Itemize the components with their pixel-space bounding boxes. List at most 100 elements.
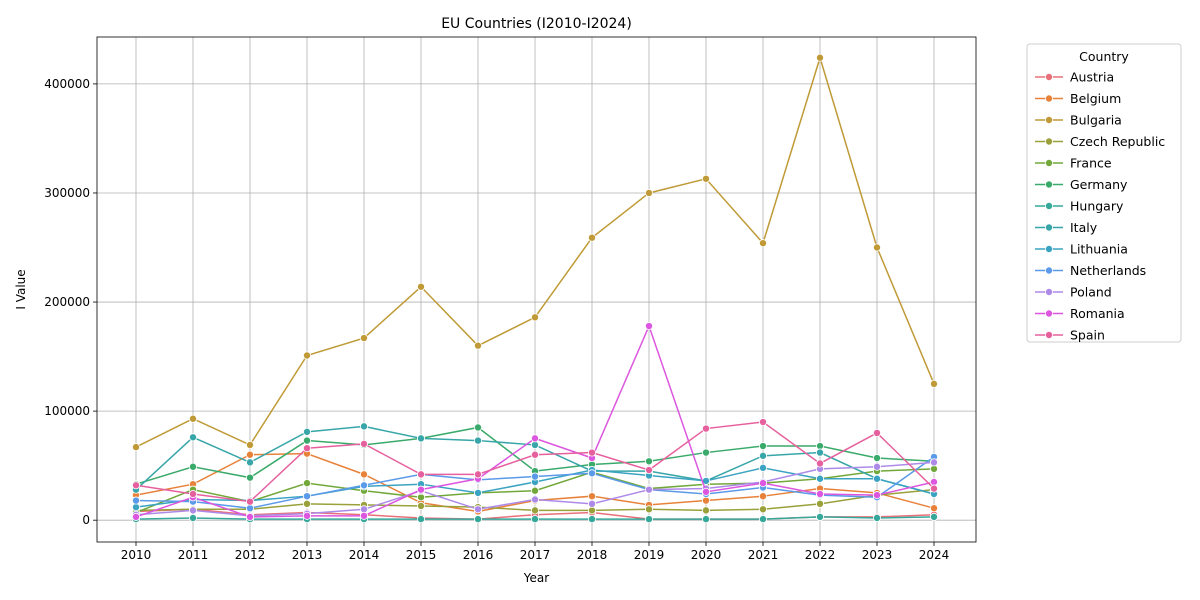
legend-label: Spain [1070,328,1105,343]
data-point [245,473,254,482]
legend-label: Italy [1070,220,1098,235]
data-point [588,515,597,524]
data-point [702,174,711,183]
series-spain [131,418,939,506]
data-point [245,504,254,513]
data-point [759,239,768,248]
data-point [531,450,540,459]
data-point [359,481,368,490]
data-point [645,485,654,494]
data-point [588,469,597,478]
data-point [645,466,654,475]
data-point [473,341,482,350]
data-point [531,506,540,515]
data-point [245,450,254,459]
data-point [473,470,482,479]
legend-marker [1045,116,1054,125]
data-point [359,511,368,520]
data-point [302,427,311,436]
data-point [531,434,540,443]
legend-item: Spain [1035,328,1105,343]
data-point [188,514,197,523]
legend-label: France [1070,156,1112,171]
legend-item: Germany [1035,177,1128,192]
data-point [759,442,768,451]
x-tick-label: 2010 [121,548,152,562]
data-point [188,490,197,499]
data-point [702,496,711,505]
data-point [302,351,311,360]
data-point [302,444,311,453]
x-axis-label: Year [523,571,549,585]
data-point [416,485,425,494]
series-bulgaria [131,53,939,452]
data-point [188,506,197,515]
data-point [702,448,711,457]
data-point [930,458,939,467]
data-point [873,514,882,523]
data-point [302,492,311,501]
data-point [930,512,939,521]
data-point [473,505,482,514]
series-lines [131,53,939,524]
data-point [188,414,197,423]
data-point [359,470,368,479]
legend-marker [1045,330,1054,339]
data-point [359,505,368,514]
legend-marker [1045,137,1054,146]
legend-label: Czech Republic [1070,134,1165,149]
data-point [588,233,597,242]
data-point [930,379,939,388]
data-point [473,423,482,432]
data-point [702,506,711,515]
data-point [302,479,311,488]
legend-box [1026,43,1182,343]
data-point [873,462,882,471]
data-point [131,503,140,512]
data-point [588,506,597,515]
data-point [702,515,711,524]
grid [97,37,976,542]
data-point [759,418,768,427]
legend-item: Italy [1035,220,1098,235]
data-point [531,440,540,449]
data-point [759,515,768,524]
data-point [359,439,368,448]
legend-item: Czech Republic [1035,134,1165,149]
data-point [131,496,140,505]
y-tick-label: 300000 [44,186,90,200]
data-point [245,440,254,449]
data-point [531,313,540,322]
data-point [816,512,825,521]
legend-label: Germany [1070,177,1128,192]
data-point [416,515,425,524]
x-tick-label: 2015 [406,548,437,562]
chart-title: EU Countries (I2010-I2024) [441,16,632,32]
x-tick-label: 2013 [292,548,323,562]
data-point [873,491,882,500]
data-point [416,493,425,502]
legend-item: Bulgaria [1035,113,1122,128]
data-point [759,479,768,488]
legend-title: Country [1079,49,1129,64]
y-axis-label: I Value [14,269,28,309]
data-point [188,433,197,442]
x-tick-label: 2022 [805,548,836,562]
y-tick-label: 100000 [44,404,90,418]
data-point [131,443,140,452]
data-point [245,458,254,467]
x-tick-label: 2019 [634,548,665,562]
legend-label: Hungary [1070,199,1124,214]
data-point [930,504,939,513]
legend-label: Romania [1070,306,1125,321]
legend-marker [1045,73,1054,82]
x-tick-label: 2017 [520,548,551,562]
data-point [359,334,368,343]
x-tick-label: 2016 [463,548,494,562]
legend-item: Lithuania [1035,242,1128,257]
data-point [816,53,825,62]
data-point [588,492,597,501]
data-point [416,282,425,291]
data-point [645,515,654,524]
